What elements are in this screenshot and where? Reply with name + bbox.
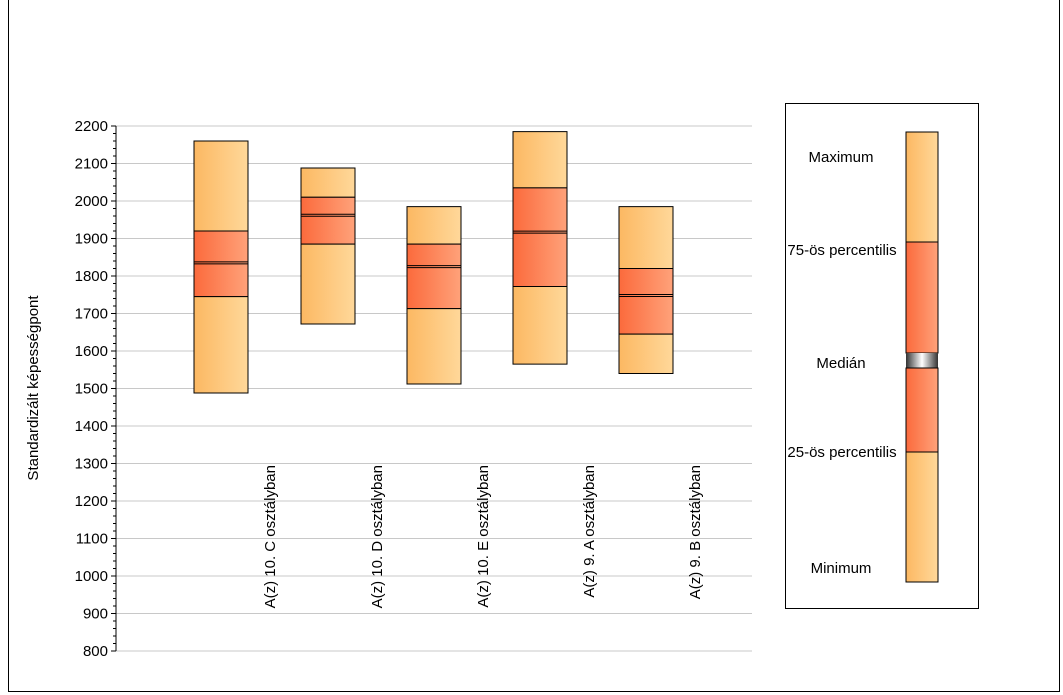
box-5: [618, 206, 674, 374]
y-tick-label: 2200: [75, 118, 108, 135]
category-label: A(z) 10. C osztályban: [262, 465, 279, 608]
legend-q1-segment: [905, 367, 939, 453]
y-tick-label: 1000: [75, 568, 108, 585]
box-2: [300, 167, 356, 325]
y-tick-label: 1700: [75, 306, 108, 323]
iqr-segment: [406, 243, 462, 310]
legend-label-q3: 75-ös percentilis: [787, 242, 897, 259]
legend: Maximum 75-ös percentilis Medián 25-ös p…: [785, 103, 979, 609]
box-1: [193, 140, 249, 394]
iqr-segment: [512, 187, 568, 287]
iqr-segment: [300, 196, 356, 245]
upper-whisker-segment: [193, 140, 249, 232]
category-label: A(z) 9. A osztályban: [581, 465, 598, 598]
y-tick-label: 1500: [75, 381, 108, 398]
lower-whisker-segment: [618, 333, 674, 374]
lower-whisker-segment: [406, 308, 462, 385]
y-tick-label: 1200: [75, 493, 108, 510]
y-tick-label: 2100: [75, 156, 108, 173]
category-label: A(z) 10. D osztályban: [369, 465, 386, 608]
legend-min-segment: [905, 451, 939, 583]
legend-label-q1: 25-ös percentilis: [787, 444, 897, 461]
legend-label-min: Minimum: [810, 560, 872, 577]
legend-label-max: Maximum: [808, 149, 874, 166]
lower-whisker-segment: [193, 296, 249, 394]
legend-max-segment: [905, 131, 939, 243]
y-tick-label: 800: [83, 643, 108, 660]
y-tick-label: 1800: [75, 268, 108, 285]
legend-median-marker: [906, 353, 938, 368]
lower-whisker-segment: [300, 243, 356, 325]
y-tick-label: 1100: [76, 531, 108, 548]
y-axis-label: Standardizált képességpont: [25, 295, 42, 481]
chart-frame: [8, 0, 1060, 692]
y-tick-label: 900: [83, 606, 108, 623]
upper-whisker-segment: [406, 206, 462, 245]
y-tick-label: 1400: [75, 418, 108, 435]
iqr-segment: [618, 268, 674, 335]
upper-whisker-segment: [512, 131, 568, 189]
category-label: A(z) 9. B osztályban: [687, 465, 704, 599]
y-axis: 800 900 1000 1100 1200 1300 1400 1500 1600 1700 18…: [75, 118, 117, 660]
boxes: [193, 131, 674, 394]
y-tick-label: 1600: [75, 343, 108, 360]
y-tick-label: 2000: [75, 193, 108, 210]
legend-q3-segment: [905, 241, 939, 354]
category-labels: A(z) 10. C osztályban A(z) 10. D osztályb…: [262, 465, 704, 608]
category-label: A(z) 10. E osztályban: [475, 465, 492, 608]
legend-label-median: Medián: [816, 355, 866, 372]
box-4: [512, 131, 568, 365]
y-tick-label: 1300: [75, 456, 108, 473]
lower-whisker-segment: [512, 286, 568, 365]
box-3: [406, 206, 462, 385]
upper-whisker-segment: [300, 167, 356, 198]
legend-swatch: [905, 131, 939, 583]
upper-whisker-segment: [618, 206, 674, 269]
y-tick-label: 1900: [75, 231, 108, 248]
